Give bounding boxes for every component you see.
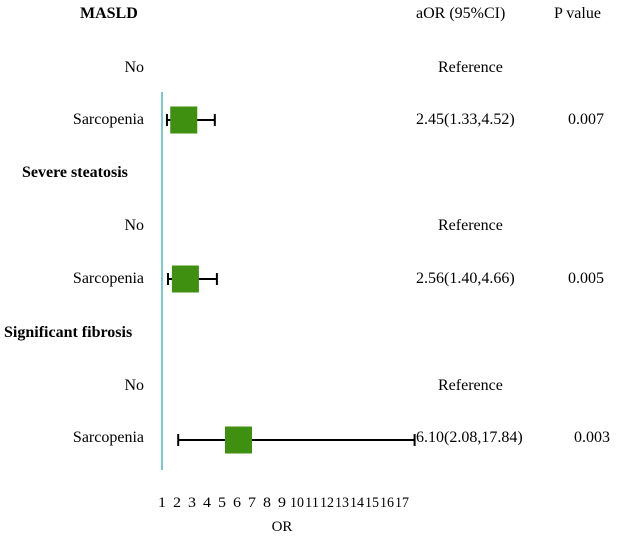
section-title-masld: MASLD — [80, 5, 138, 22]
x-tick-label: 5 — [218, 495, 226, 511]
x-tick-label: 17 — [395, 495, 409, 511]
p-value: 0.007 — [568, 111, 604, 128]
aor-value: 2.56(1.40,4.66) — [416, 270, 515, 287]
x-tick-label: 16 — [380, 495, 394, 511]
p-value: 0.005 — [568, 270, 604, 287]
reference-text: Reference — [438, 377, 503, 394]
section-title-severe-steatosis: Severe steatosis — [22, 164, 128, 181]
x-tick-label: 4 — [203, 495, 212, 511]
x-tick-label: 13 — [335, 495, 349, 511]
section-title-significant-fibrosis: Significant fibrosis — [4, 324, 133, 341]
x-tick-label: 14 — [350, 495, 364, 511]
row-label-no: No — [124, 59, 144, 76]
x-tick-label: 6 — [233, 495, 242, 511]
x-tick-label: 2 — [173, 495, 181, 511]
x-tick-label: 12 — [320, 495, 334, 511]
x-tick-label: 8 — [263, 495, 271, 511]
aor-value: 6.10(2.08,17.84) — [416, 429, 523, 446]
x-tick-label: 10 — [290, 495, 304, 511]
row-label-sarcopenia: Sarcopenia — [72, 111, 144, 128]
x-tick-label: 7 — [248, 495, 257, 511]
row-label-sarcopenia: Sarcopenia — [72, 270, 144, 287]
x-axis-label: OR — [272, 519, 293, 535]
x-tick-label: 3 — [188, 495, 196, 511]
x-tick-label: 11 — [305, 495, 319, 511]
or-marker — [170, 106, 198, 134]
pvalue-column-header: P value — [554, 5, 601, 22]
reference-text: Reference — [438, 217, 503, 234]
or-marker — [171, 265, 199, 293]
row-label-no: No — [124, 217, 144, 234]
x-tick-label: 9 — [278, 495, 286, 511]
p-value: 0.003 — [574, 429, 610, 446]
x-tick-label: 15 — [365, 495, 379, 511]
aor-value: 2.45(1.33,4.52) — [416, 111, 515, 128]
x-tick-label: 1 — [158, 495, 166, 511]
or-marker — [225, 426, 252, 454]
aor-column-header: aOR (95%CI) — [416, 5, 506, 22]
row-label-no: No — [124, 377, 144, 394]
reference-text: Reference — [438, 59, 503, 76]
row-label-sarcopenia: Sarcopenia — [72, 429, 144, 446]
